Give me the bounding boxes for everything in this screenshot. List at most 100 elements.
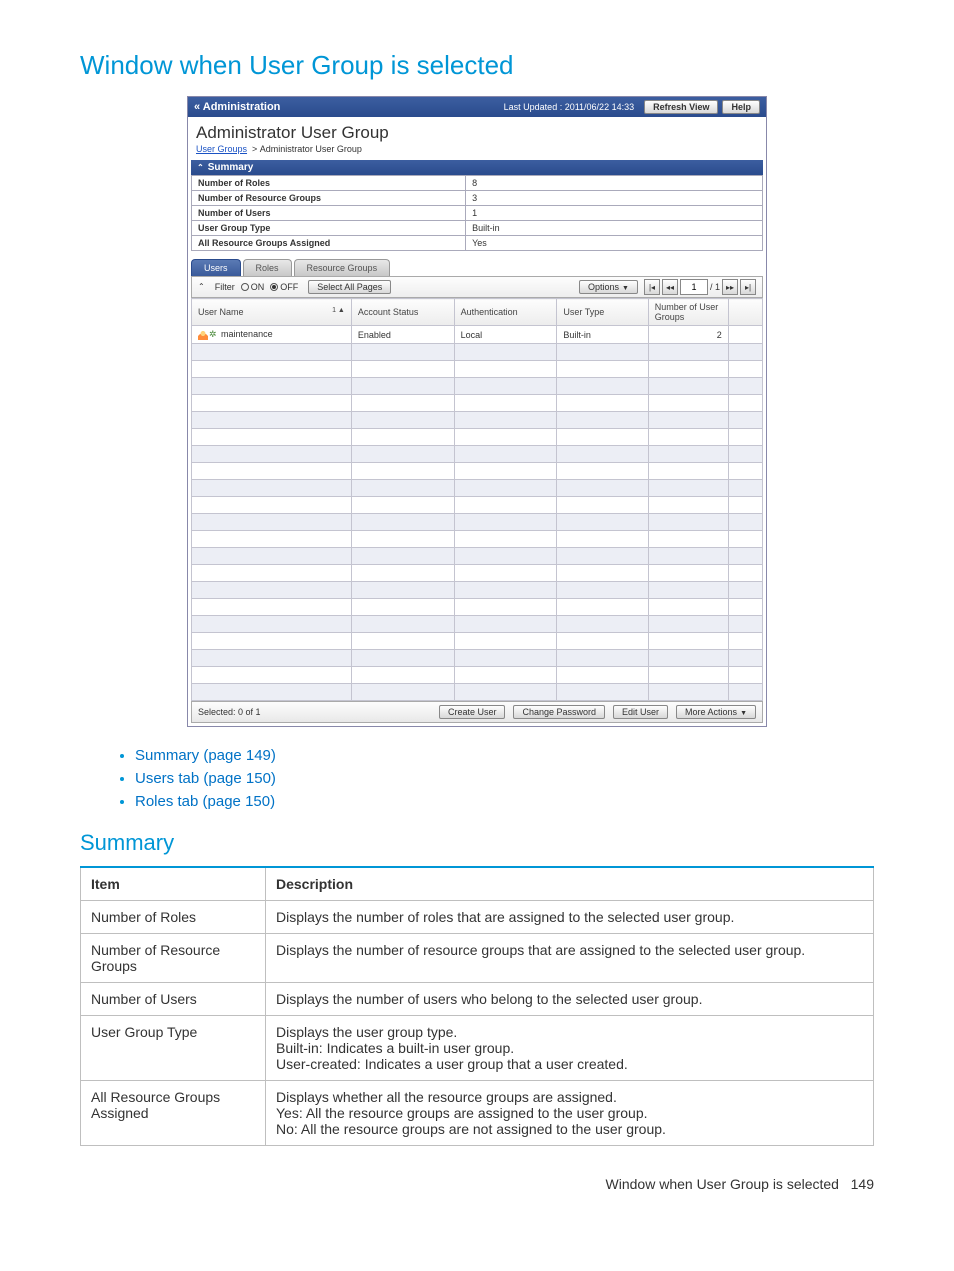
table-row-empty bbox=[192, 412, 763, 429]
summary-value: Built-in bbox=[466, 221, 763, 236]
help-button[interactable]: Help bbox=[722, 100, 760, 114]
desc-item: All Resource Groups Assigned bbox=[81, 1081, 266, 1146]
table-row-empty bbox=[192, 378, 763, 395]
desc-row: Number of Resource GroupsDisplays the nu… bbox=[81, 934, 874, 983]
desc-row: All Resource Groups AssignedDisplays whe… bbox=[81, 1081, 874, 1146]
desc-text: Displays the number of resource groups t… bbox=[266, 934, 874, 983]
col-expand bbox=[728, 299, 762, 326]
link-summary[interactable]: Summary (page 149) bbox=[135, 747, 874, 764]
filter-off-radio[interactable]: OFF bbox=[270, 282, 298, 292]
table-row-empty bbox=[192, 548, 763, 565]
screenshot-container: « Administration Last Updated : 2011/06/… bbox=[187, 96, 767, 727]
page-prev-button[interactable]: ◂◂ bbox=[662, 279, 678, 295]
breadcrumb-link[interactable]: User Groups bbox=[196, 144, 247, 154]
filter-label: Filter bbox=[215, 282, 235, 292]
table-row-empty bbox=[192, 582, 763, 599]
table-footer: Selected: 0 of 1 Create User Change Pass… bbox=[191, 701, 763, 723]
desc-header-item: Item bbox=[81, 867, 266, 901]
back-to-admin[interactable]: « Administration bbox=[194, 101, 280, 113]
table-row[interactable]: ✲ maintenanceEnabledLocalBuilt-in2 bbox=[192, 326, 763, 344]
link-roles-tab[interactable]: Roles tab (page 150) bbox=[135, 793, 874, 810]
desc-row: Number of UsersDisplays the number of us… bbox=[81, 983, 874, 1016]
summary-label: User Group Type bbox=[192, 221, 466, 236]
sort-indicator: 1 ▲ bbox=[332, 307, 345, 314]
table-row-empty bbox=[192, 531, 763, 548]
chevron-icon: ⌃ bbox=[198, 282, 205, 291]
desc-text: Displays the number of users who belong … bbox=[266, 983, 874, 1016]
table-row-empty bbox=[192, 667, 763, 684]
tabs: Users Roles Resource Groups bbox=[191, 259, 763, 276]
filter-toolbar: ⌃ Filter ON OFF Select All Pages Options… bbox=[191, 276, 763, 298]
col-num-groups[interactable]: Number of User Groups bbox=[648, 299, 728, 326]
chevron-icon: ⌄ bbox=[197, 162, 204, 171]
page-links: Summary (page 149) Users tab (page 150) … bbox=[135, 747, 874, 810]
select-all-pages-button[interactable]: Select All Pages bbox=[308, 280, 391, 294]
desc-text: Displays whether all the resource groups… bbox=[266, 1081, 874, 1146]
summary-row: Number of Users1 bbox=[192, 206, 763, 221]
refresh-view-button[interactable]: Refresh View bbox=[644, 100, 718, 114]
summary-value: 8 bbox=[466, 176, 763, 191]
col-account-status[interactable]: Account Status bbox=[351, 299, 454, 326]
page-last-button[interactable]: ▸| bbox=[740, 279, 756, 295]
admin-topbar: « Administration Last Updated : 2011/06/… bbox=[188, 97, 766, 117]
summary-label: Number of Roles bbox=[192, 176, 466, 191]
summary-table: Number of Roles8Number of Resource Group… bbox=[191, 175, 763, 251]
table-row-empty bbox=[192, 497, 763, 514]
desc-item: Number of Users bbox=[81, 983, 266, 1016]
summary-label: Number of Users bbox=[192, 206, 466, 221]
summary-row: Number of Roles8 bbox=[192, 176, 763, 191]
summary-label: Number of Resource Groups bbox=[192, 191, 466, 206]
filter-on-radio[interactable]: ON bbox=[241, 282, 265, 292]
breadcrumb-current: Administrator User Group bbox=[260, 144, 362, 154]
link-users-tab[interactable]: Users tab (page 150) bbox=[135, 770, 874, 787]
create-user-button[interactable]: Create User bbox=[439, 705, 506, 719]
table-row-empty bbox=[192, 344, 763, 361]
description-table: Item Description Number of RolesDisplays… bbox=[80, 866, 874, 1146]
change-password-button[interactable]: Change Password bbox=[513, 705, 605, 719]
page-input[interactable] bbox=[680, 279, 708, 295]
table-row-empty bbox=[192, 395, 763, 412]
chevron-down-icon: ▼ bbox=[622, 285, 629, 292]
tab-users[interactable]: Users bbox=[191, 259, 241, 276]
table-row-empty bbox=[192, 446, 763, 463]
edit-user-button[interactable]: Edit User bbox=[613, 705, 668, 719]
tab-roles[interactable]: Roles bbox=[243, 259, 292, 276]
page-footer: Window when User Group is selected 149 bbox=[80, 1176, 874, 1192]
tab-resource-groups[interactable]: Resource Groups bbox=[294, 259, 391, 276]
summary-header[interactable]: ⌄Summary bbox=[191, 160, 763, 175]
gear-icon: ✲ bbox=[209, 329, 217, 339]
summary-value: Yes bbox=[466, 236, 763, 251]
desc-item: Number of Resource Groups bbox=[81, 934, 266, 983]
users-table: User Name 1 ▲ Account Status Authenticat… bbox=[191, 298, 763, 701]
last-updated: Last Updated : 2011/06/22 14:33 bbox=[504, 102, 634, 112]
page-heading: Window when User Group is selected bbox=[80, 50, 874, 81]
table-header-row: User Name 1 ▲ Account Status Authenticat… bbox=[192, 299, 763, 326]
table-row-empty bbox=[192, 429, 763, 446]
table-row-empty bbox=[192, 599, 763, 616]
summary-row: Number of Resource Groups3 bbox=[192, 191, 763, 206]
section-summary-heading: Summary bbox=[80, 830, 874, 856]
pagination: |◂ ◂◂ / 1 ▸▸ ▸| bbox=[644, 279, 756, 295]
more-actions-button[interactable]: More Actions▼ bbox=[676, 705, 756, 719]
page-next-button[interactable]: ▸▸ bbox=[722, 279, 738, 295]
summary-row: User Group TypeBuilt-in bbox=[192, 221, 763, 236]
summary-value: 3 bbox=[466, 191, 763, 206]
breadcrumb: User Groups > Administrator User Group bbox=[188, 143, 766, 160]
table-row-empty bbox=[192, 650, 763, 667]
desc-text: Displays the user group type.Built-in: I… bbox=[266, 1016, 874, 1081]
page-total: / 1 bbox=[710, 282, 720, 292]
desc-item: Number of Roles bbox=[81, 901, 266, 934]
summary-label: All Resource Groups Assigned bbox=[192, 236, 466, 251]
col-authentication[interactable]: Authentication bbox=[454, 299, 557, 326]
page-first-button[interactable]: |◂ bbox=[644, 279, 660, 295]
table-row-empty bbox=[192, 480, 763, 497]
table-row-empty bbox=[192, 514, 763, 531]
desc-item: User Group Type bbox=[81, 1016, 266, 1081]
col-user-name[interactable]: User Name 1 ▲ bbox=[192, 299, 352, 326]
user-icon bbox=[198, 330, 208, 340]
desc-row: Number of RolesDisplays the number of ro… bbox=[81, 901, 874, 934]
selected-count: Selected: 0 of 1 bbox=[198, 707, 261, 717]
desc-row: User Group TypeDisplays the user group t… bbox=[81, 1016, 874, 1081]
col-user-type[interactable]: User Type bbox=[557, 299, 648, 326]
options-button[interactable]: Options▼ bbox=[579, 280, 638, 294]
